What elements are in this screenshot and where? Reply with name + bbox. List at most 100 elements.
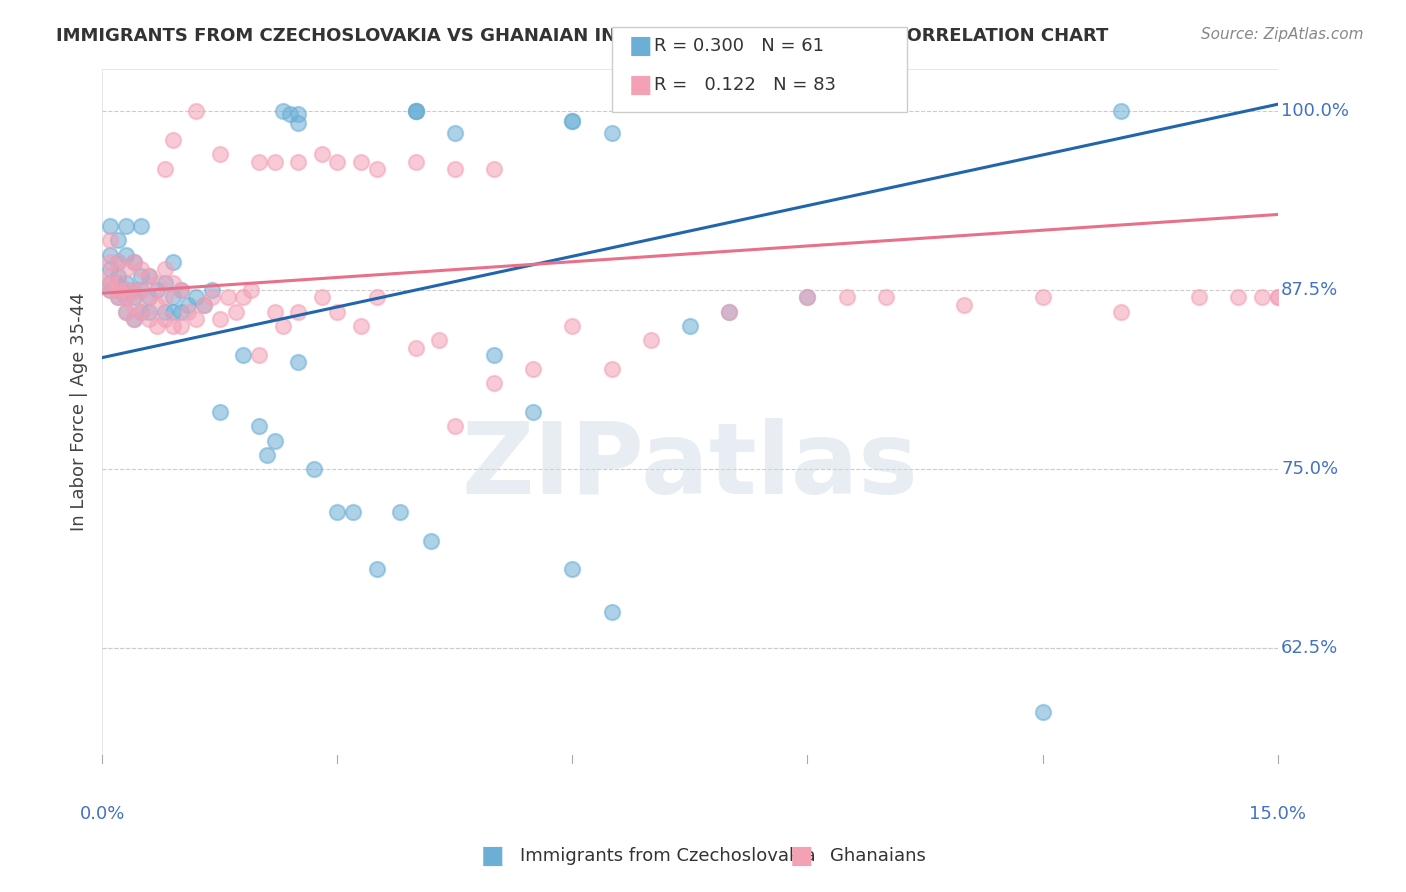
Text: 15.0%: 15.0% [1249, 805, 1306, 823]
Point [263, 305, 285, 319]
Point [225, 305, 247, 319]
Text: Source: ZipAtlas.com: Source: ZipAtlas.com [1201, 27, 1364, 42]
Point [131, 268, 153, 283]
Point [1250, 290, 1272, 304]
Point [405, 104, 427, 119]
Point [1267, 290, 1289, 304]
Text: ■: ■ [628, 35, 652, 58]
Point [311, 147, 333, 161]
Point [153, 261, 176, 276]
Point [640, 334, 662, 348]
Point [326, 154, 349, 169]
Text: 62.5%: 62.5% [1281, 639, 1339, 657]
Point [208, 147, 231, 161]
Point [405, 341, 427, 355]
Point [311, 290, 333, 304]
Point [107, 283, 129, 297]
Text: ■: ■ [628, 73, 652, 96]
Point [232, 348, 254, 362]
Point [600, 126, 623, 140]
Point [98, 254, 121, 268]
Point [1188, 763, 1211, 777]
Point [1031, 290, 1053, 304]
Point [114, 305, 136, 319]
Point [169, 283, 191, 297]
Point [107, 290, 129, 304]
Point [153, 305, 176, 319]
Point [98, 283, 121, 297]
Point [193, 298, 215, 312]
Text: 0.0%: 0.0% [80, 805, 125, 823]
Point [169, 283, 191, 297]
Point [718, 305, 741, 319]
Point [600, 362, 623, 376]
Point [98, 247, 121, 261]
Point [122, 283, 145, 297]
Point [482, 161, 505, 176]
Point [131, 283, 153, 297]
Point [1361, 290, 1384, 304]
Point [522, 405, 544, 419]
Point [405, 154, 427, 169]
Point [350, 319, 373, 334]
Point [247, 348, 270, 362]
Text: 75.0%: 75.0% [1281, 460, 1339, 478]
Point [107, 233, 129, 247]
Point [107, 268, 129, 283]
Point [561, 114, 583, 128]
Point [131, 261, 153, 276]
Point [162, 133, 184, 147]
Point [122, 290, 145, 304]
Point [138, 268, 160, 283]
Point [389, 505, 412, 519]
Point [107, 283, 129, 297]
Point [114, 290, 136, 304]
Point [796, 290, 818, 304]
Point [287, 154, 309, 169]
Point [98, 276, 121, 290]
Point [138, 290, 160, 304]
Point [208, 405, 231, 419]
Point [146, 283, 169, 297]
Point [146, 319, 169, 334]
Point [444, 126, 467, 140]
Point [122, 312, 145, 326]
Point [482, 348, 505, 362]
Point [263, 434, 285, 448]
Point [201, 283, 224, 297]
Point [287, 116, 309, 130]
Point [98, 268, 121, 283]
Point [1267, 290, 1289, 304]
Point [240, 283, 263, 297]
Point [98, 261, 121, 276]
Point [1329, 290, 1351, 304]
Text: 100.0%: 100.0% [1281, 103, 1350, 120]
Point [114, 247, 136, 261]
Point [131, 305, 153, 319]
Point [98, 233, 121, 247]
Point [835, 290, 858, 304]
Point [146, 298, 169, 312]
Point [1188, 290, 1211, 304]
Point [122, 298, 145, 312]
Point [186, 312, 208, 326]
Point [107, 276, 129, 290]
Point [444, 161, 467, 176]
Point [114, 261, 136, 276]
Point [153, 161, 176, 176]
Point [366, 290, 388, 304]
Point [162, 276, 184, 290]
Point [131, 283, 153, 297]
Text: ■: ■ [790, 845, 813, 868]
Point [247, 154, 270, 169]
Point [953, 298, 976, 312]
Point [427, 334, 450, 348]
Point [153, 276, 176, 290]
Point [350, 154, 373, 169]
Point [420, 533, 443, 548]
Point [177, 298, 200, 312]
Point [1384, 290, 1406, 304]
Point [177, 305, 200, 319]
Point [186, 104, 208, 119]
Point [366, 562, 388, 576]
